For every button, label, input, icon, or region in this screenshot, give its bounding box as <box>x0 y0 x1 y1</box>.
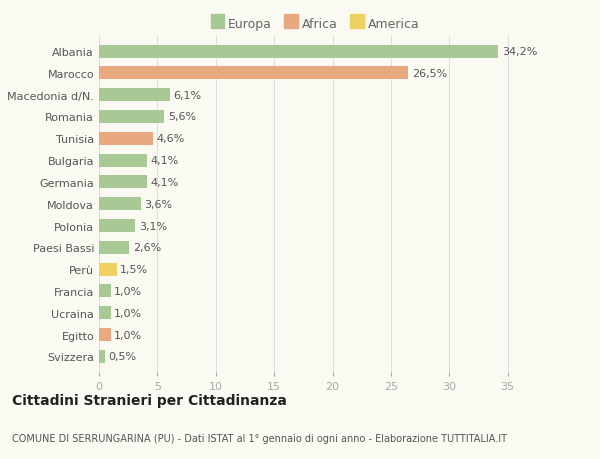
Bar <box>99 45 499 58</box>
Text: COMUNE DI SERRUNGARINA (PU) - Dati ISTAT al 1° gennaio di ogni anno - Elaborazio: COMUNE DI SERRUNGARINA (PU) - Dati ISTAT… <box>12 433 507 442</box>
Bar <box>99 263 116 276</box>
Bar <box>99 111 164 124</box>
Bar <box>99 328 110 341</box>
Bar <box>99 219 135 233</box>
Text: 1,0%: 1,0% <box>114 308 142 318</box>
Text: 4,6%: 4,6% <box>156 134 184 144</box>
Bar <box>99 154 147 167</box>
Text: 4,1%: 4,1% <box>151 156 179 166</box>
Text: 1,5%: 1,5% <box>120 264 148 274</box>
Bar <box>99 241 130 254</box>
Bar <box>99 89 170 102</box>
Text: 34,2%: 34,2% <box>502 47 537 57</box>
Legend: Europa, Africa, America: Europa, Africa, America <box>205 13 425 36</box>
Text: Cittadini Stranieri per Cittadinanza: Cittadini Stranieri per Cittadinanza <box>12 393 287 407</box>
Bar <box>99 307 110 319</box>
Bar <box>99 133 153 146</box>
Bar <box>99 176 147 189</box>
Bar <box>99 198 141 211</box>
Text: 5,6%: 5,6% <box>168 112 196 122</box>
Bar <box>99 67 409 80</box>
Text: 0,5%: 0,5% <box>109 352 136 362</box>
Text: 3,1%: 3,1% <box>139 221 167 231</box>
Text: 4,1%: 4,1% <box>151 178 179 187</box>
Bar <box>99 350 105 363</box>
Text: 3,6%: 3,6% <box>145 199 173 209</box>
Text: 26,5%: 26,5% <box>412 69 447 78</box>
Text: 1,0%: 1,0% <box>114 330 142 340</box>
Text: 2,6%: 2,6% <box>133 243 161 253</box>
Text: 1,0%: 1,0% <box>114 286 142 296</box>
Text: 6,1%: 6,1% <box>174 90 202 101</box>
Bar <box>99 285 110 298</box>
